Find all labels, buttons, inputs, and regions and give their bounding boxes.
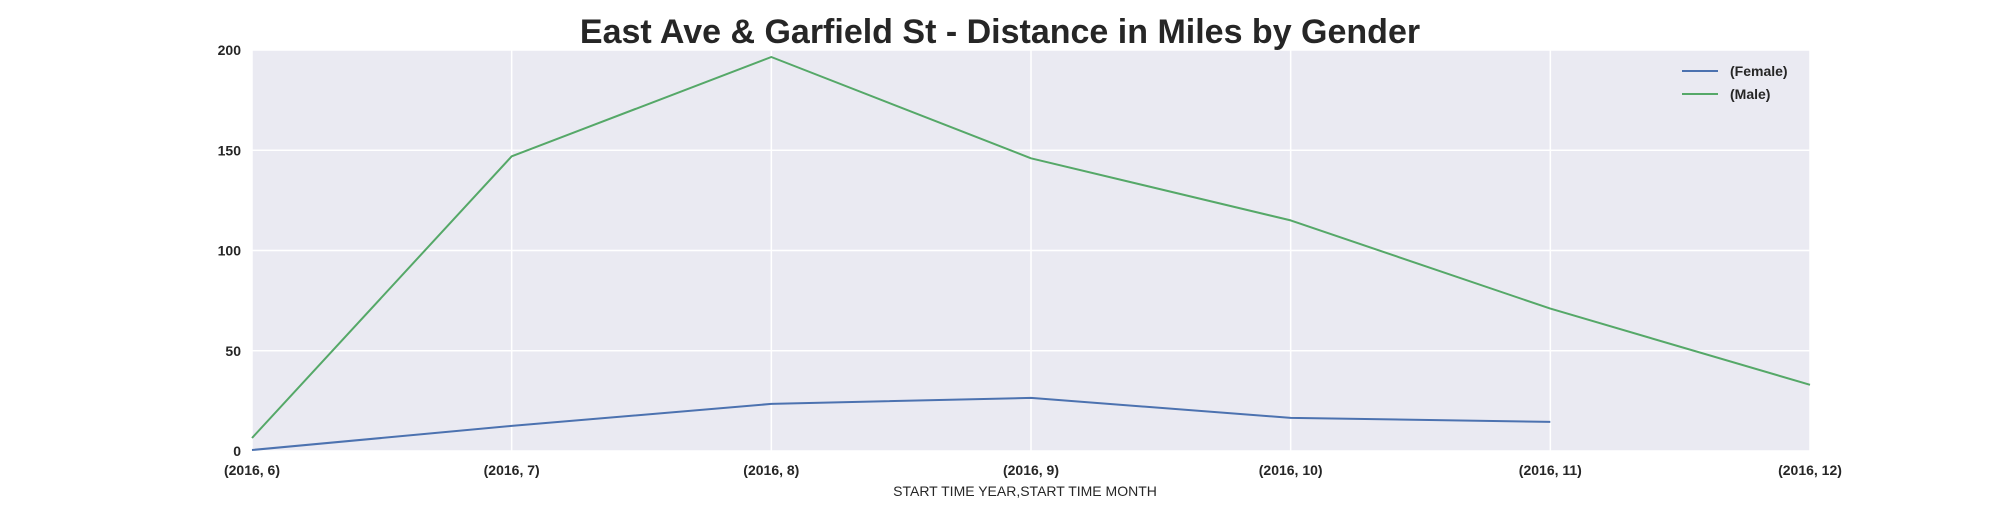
x-tick-label: (2016, 12) (1778, 462, 1842, 478)
y-tick-label: 200 (218, 42, 242, 58)
y-tick-label: 100 (218, 243, 242, 259)
x-tick-label: (2016, 7) (484, 462, 540, 478)
legend-label: (Female) (1730, 63, 1788, 79)
legend-label: (Male) (1730, 86, 1770, 102)
x-tick-label: (2016, 6) (224, 462, 280, 478)
y-tick-label: 0 (233, 443, 241, 459)
y-tick-label: 150 (218, 142, 242, 158)
x-tick-label: (2016, 10) (1259, 462, 1323, 478)
x-tick-label: (2016, 8) (743, 462, 799, 478)
x-axis-label: START TIME YEAR,START TIME MONTH (893, 483, 1157, 499)
y-tick-label: 50 (225, 343, 241, 359)
x-tick-label: (2016, 11) (1519, 462, 1582, 478)
x-axis-ticks: (2016, 6) (2016, 7) (2016, 8) (2016, 9) (201… (224, 462, 1842, 478)
y-axis-ticks: 0 50 100 150 200 (218, 42, 242, 459)
x-tick-label: (2016, 9) (1003, 462, 1059, 478)
chart-title: East Ave & Garfield St - Distance in Mil… (580, 13, 1420, 51)
